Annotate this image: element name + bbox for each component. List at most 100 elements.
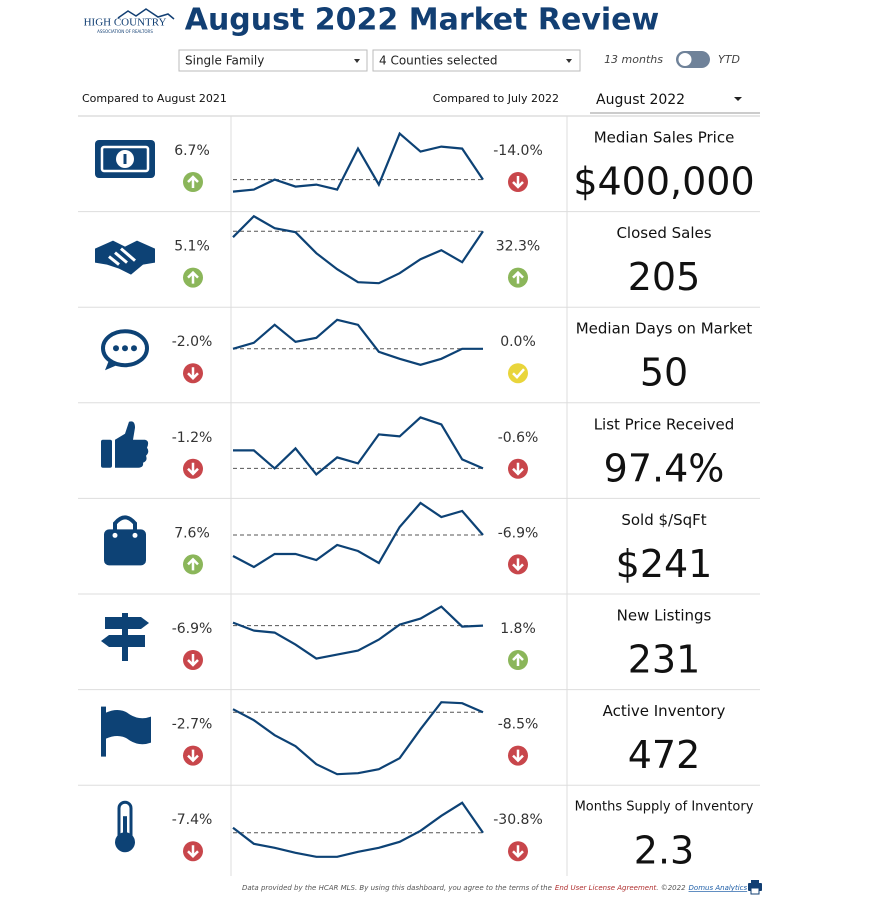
footer-text: Data provided by the HCAR MLS. By using … <box>242 884 552 892</box>
trend-line <box>232 801 484 858</box>
footer-text: . ©2022 <box>656 884 686 892</box>
icon-shape <box>101 329 149 368</box>
dropdown-caret[interactable] <box>566 59 572 63</box>
icon-shape <box>101 439 112 468</box>
metric-value: $241 <box>616 542 713 586</box>
yoy-change: -6.9% <box>172 621 213 637</box>
logo-mountains <box>117 8 175 20</box>
footer: Data provided by the HCAR MLS. By using … <box>242 880 762 895</box>
metric-icon <box>101 329 149 371</box>
trend-line <box>232 501 484 569</box>
icon-shape <box>131 345 137 352</box>
trend-indicator <box>508 650 528 670</box>
dropdown-box[interactable] <box>178 49 368 72</box>
mom-change: -0.6% <box>498 430 539 446</box>
footer-text: Data provided by the HCAR MLS. By using … <box>242 884 747 892</box>
mom-change: 1.8% <box>500 621 536 637</box>
metric-icon <box>101 613 149 661</box>
indicator-arrow <box>187 845 199 858</box>
trend-line <box>232 605 484 660</box>
icon-shape <box>100 145 150 173</box>
period-toggle[interactable] <box>676 51 710 68</box>
metric-icon <box>101 706 151 757</box>
metric-value: 472 <box>628 733 701 777</box>
license-link[interactable]: End User License Agreement <box>555 884 657 892</box>
metric-label: Sold $/SqFt <box>621 511 706 529</box>
print-icon[interactable] <box>750 887 760 895</box>
indicator-arrow <box>512 270 524 284</box>
icon-shape <box>104 529 146 566</box>
indicator-arrow <box>187 654 199 667</box>
trend-indicator <box>183 172 203 192</box>
trend-indicator <box>183 650 203 670</box>
logo-sub: ASSOCIATION OF REALTORS <box>97 29 153 34</box>
company-link[interactable]: Domus Analytics <box>689 884 748 892</box>
mom-change: -6.9% <box>498 525 539 541</box>
trend-indicator <box>508 172 528 192</box>
metric-icon <box>95 140 155 178</box>
logo-name: HIGH COUNTRY <box>84 17 167 29</box>
dropdown-text[interactable]: Single Family <box>185 54 264 68</box>
month-text[interactable]: August 2022 <box>596 92 685 108</box>
trend-indicator <box>183 745 203 766</box>
trend-line <box>232 701 484 776</box>
yoy-change: -7.4% <box>172 812 213 828</box>
metric-value: 50 <box>640 351 688 395</box>
compare-label: Compared to July 2022 <box>433 92 559 105</box>
metric-icon <box>95 240 155 275</box>
metric-icon <box>104 515 146 566</box>
icon-shape <box>95 240 155 275</box>
dropdown-text[interactable]: 4 Counties selected <box>379 54 498 68</box>
icon-shape <box>122 345 128 352</box>
indicator-arrow <box>187 749 199 763</box>
yoy-change: -2.7% <box>172 717 213 733</box>
trend-indicator <box>508 458 528 479</box>
toggle-knob[interactable] <box>678 53 692 66</box>
dropdown-box[interactable] <box>372 49 581 72</box>
icon-shape <box>113 345 119 352</box>
mom-change: -30.8% <box>493 812 543 828</box>
print-icon[interactable] <box>751 880 759 884</box>
yoy-change: -1.2% <box>172 430 213 446</box>
dropdown-caret[interactable] <box>354 59 360 63</box>
trend-indicator <box>508 363 528 384</box>
metric-label: Months Supply of Inventory <box>575 800 754 815</box>
icon-shape <box>115 832 135 853</box>
counties-dropdown[interactable]: 4 Counties selected <box>372 49 581 72</box>
trend-line <box>232 318 483 366</box>
yoy-change: 5.1% <box>174 239 210 255</box>
yoy-change: -2.0% <box>172 334 213 350</box>
indicator-arrow <box>512 558 524 572</box>
dropdown-caret[interactable] <box>734 97 742 101</box>
metric-value: 97.4% <box>604 446 725 490</box>
metric-icon <box>101 421 149 468</box>
indicator-arrow <box>512 845 524 858</box>
icon-shape <box>108 247 136 266</box>
logo: HIGH COUNTRY ASSOCIATION OF REALTORS <box>84 8 175 34</box>
mom-change: -8.5% <box>498 717 539 733</box>
icon-shape <box>106 710 151 745</box>
metric-label: New Listings <box>617 607 712 625</box>
icon-shape <box>105 360 119 371</box>
metric-value: $400,000 <box>573 160 754 204</box>
month-dropdown[interactable]: August 2022 <box>590 92 760 114</box>
metric-label: List Price Received <box>594 415 735 433</box>
indicator-arrow <box>187 270 199 284</box>
metric-value: 205 <box>628 255 701 299</box>
metric-value: 2.3 <box>634 829 694 873</box>
print-button[interactable] <box>748 880 762 895</box>
property-type-dropdown[interactable]: Single Family <box>178 49 368 72</box>
trend-indicator <box>508 554 528 575</box>
indicator-arrow <box>512 462 524 476</box>
icon-shape <box>101 706 106 757</box>
mom-change: 0.0% <box>500 334 536 350</box>
icon-shape <box>123 154 127 164</box>
trend-line <box>232 131 484 193</box>
indicator-arrow <box>512 653 524 666</box>
compare-label: Compared to August 2021 <box>82 92 227 105</box>
metric-icon <box>115 800 135 853</box>
yoy-change: 6.7% <box>174 143 210 159</box>
icon-shape <box>112 532 118 538</box>
